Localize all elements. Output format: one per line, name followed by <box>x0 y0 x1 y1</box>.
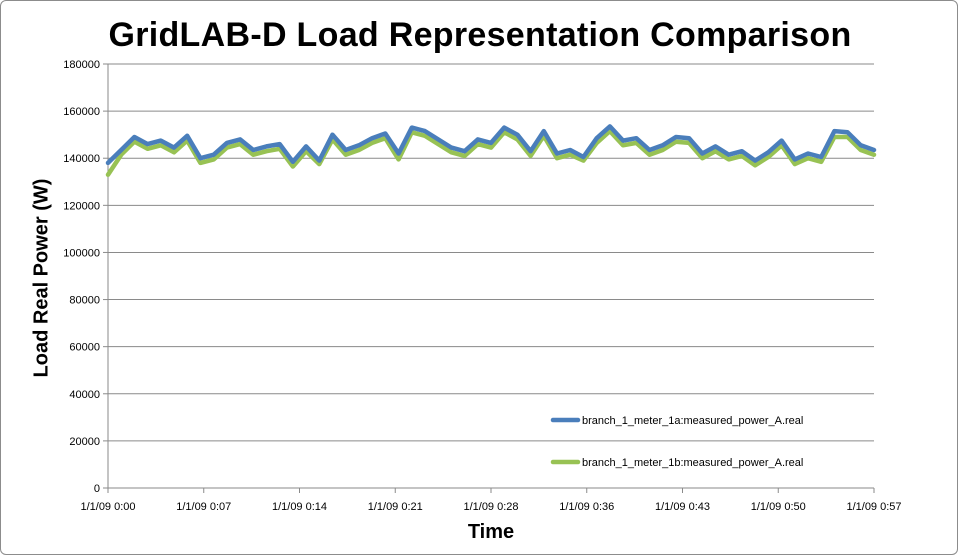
gridlines <box>108 63 874 442</box>
y-tick-label: 180000 <box>63 59 100 71</box>
axes <box>103 63 875 493</box>
y-tick-label: 80000 <box>69 295 100 307</box>
y-tick-label: 20000 <box>69 436 100 448</box>
y-tick-label: 60000 <box>69 342 100 354</box>
legend: branch_1_meter_1a:measured_power_A.realb… <box>550 415 803 469</box>
legend-label-1: branch_1_meter_1a:measured_power_A.real <box>582 415 803 427</box>
x-tick-label: 1/1/09 0:07 <box>176 501 231 513</box>
x-tick-label: 1/1/09 0:50 <box>751 501 806 513</box>
x-tick-label: 1/1/09 0:14 <box>272 501 327 513</box>
y-tick-label: 40000 <box>69 389 100 401</box>
series-line-2 <box>105 128 877 177</box>
y-tick-label: 160000 <box>63 106 100 118</box>
chart-title: GridLAB-D Load Representation Comparison <box>108 16 852 54</box>
x-tick-label: 1/1/09 0:43 <box>655 501 710 513</box>
x-tick-label: 1/1/09 0:00 <box>80 501 135 513</box>
x-axis-title: Time <box>467 521 515 543</box>
series-line-1 <box>105 124 877 166</box>
y-tick-label: 100000 <box>63 247 100 259</box>
x-tick-label: 1/1/09 0:57 <box>846 501 901 513</box>
x-tick-label: 1/1/09 0:36 <box>559 501 614 513</box>
x-tick-label: 1/1/09 0:21 <box>368 501 423 513</box>
y-tick-label: 120000 <box>63 200 100 212</box>
x-tick-labels: 1/1/09 0:00 1/1/09 0:07 1/1/09 0:14 1/1/09 … <box>80 501 901 513</box>
x-tick-label: 1/1/09 0:28 <box>463 501 518 513</box>
legend-label-2: branch_1_meter_1b:measured_power_A.real <box>582 457 803 469</box>
series-lines <box>105 124 877 177</box>
y-tick-label: 0 <box>94 483 100 495</box>
y-tick-labels: 0 20000 40000 60000 80000 100000 120000 140000 1… <box>63 59 100 495</box>
y-tick-label: 140000 <box>63 153 100 165</box>
